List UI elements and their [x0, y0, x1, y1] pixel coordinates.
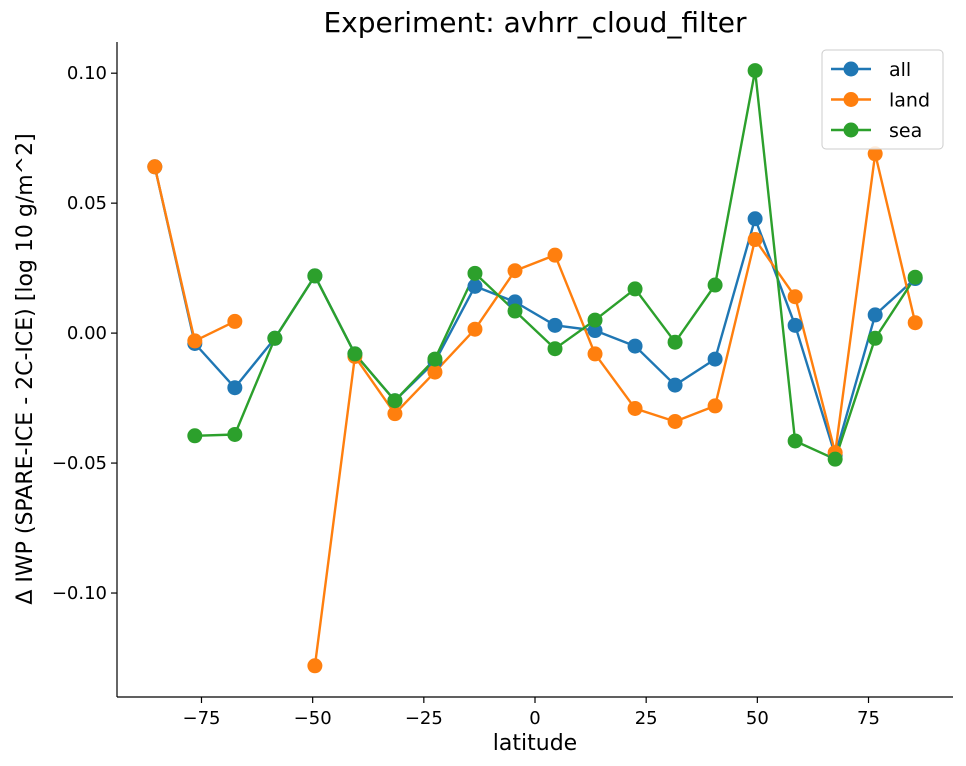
x-tick-label: −50 — [294, 708, 332, 729]
series-line-all — [153, 166, 917, 457]
data-point-land — [787, 289, 803, 305]
series-line-land — [153, 166, 236, 343]
y-tick-label: −0.05 — [52, 453, 107, 474]
x-tick-label: −25 — [405, 708, 443, 729]
x-tick-label: 25 — [635, 708, 658, 729]
data-point-sea — [427, 351, 443, 367]
data-point-land — [907, 315, 923, 331]
data-point-land — [587, 346, 603, 362]
data-point-all — [667, 377, 683, 393]
data-point-all — [867, 307, 883, 323]
data-point-sea — [627, 281, 643, 297]
data-point-sea — [907, 269, 923, 285]
x-axis-label: latitude — [493, 731, 577, 756]
data-point-land — [547, 247, 563, 263]
legend-marker-land — [843, 92, 859, 107]
data-point-land — [227, 313, 243, 329]
data-point-sea — [867, 330, 883, 346]
y-tick-label: −0.10 — [52, 583, 107, 604]
data-point-sea — [467, 265, 483, 281]
x-tick-label: 50 — [746, 708, 769, 729]
legend-label-sea: sea — [889, 120, 922, 142]
data-point-all — [707, 351, 723, 367]
data-point-land — [147, 159, 163, 175]
legend-marker-all — [843, 61, 859, 77]
legend-label-land: land — [889, 90, 930, 112]
data-point-sea — [667, 334, 683, 350]
data-point-sea — [587, 312, 603, 328]
data-point-land — [707, 398, 723, 414]
series-line-sea — [194, 69, 917, 461]
data-point-land — [507, 263, 523, 279]
data-point-all — [627, 338, 643, 354]
data-point-land — [627, 400, 643, 416]
data-point-land — [187, 333, 203, 349]
data-point-sea — [347, 346, 363, 362]
data-point-all — [467, 278, 483, 294]
data-point-all — [787, 317, 803, 333]
data-point-sea — [827, 451, 843, 467]
data-point-land — [427, 364, 443, 380]
data-point-land — [747, 232, 763, 248]
series-lines — [153, 69, 917, 666]
data-point-land — [307, 658, 323, 674]
y-ticks: −0.10 −0.05 0.00 0.05 0.10 — [52, 63, 117, 604]
data-point-sea — [707, 277, 723, 293]
data-point-sea — [787, 433, 803, 449]
data-point-land — [387, 406, 403, 422]
data-point-all — [747, 211, 763, 227]
data-point-all — [587, 323, 603, 339]
x-ticks: −75 −50 −25 0 25 50 75 — [182, 697, 880, 729]
chart-title: Experiment: avhrr_cloud_filter — [323, 6, 747, 39]
y-tick-label: 0.05 — [67, 193, 107, 214]
data-point-sea — [187, 428, 203, 444]
y-axis-label: Δ IWP (SPARE-ICE - 2C-ICE) [log 10 g/m^2… — [13, 133, 38, 604]
data-point-sea — [267, 330, 283, 346]
data-point-sea — [747, 63, 763, 79]
data-point-sea — [507, 303, 523, 319]
data-point-sea — [387, 393, 403, 409]
data-point-all — [227, 380, 243, 396]
legend: all land sea — [821, 49, 944, 150]
x-tick-label: 75 — [857, 708, 880, 729]
series-markers — [147, 63, 923, 674]
y-tick-label: 0.10 — [67, 63, 107, 84]
x-tick-label: −75 — [182, 708, 220, 729]
data-point-sea — [547, 341, 563, 357]
series-line-land — [313, 152, 917, 666]
legend-label-all: all — [889, 59, 911, 81]
data-point-all — [547, 317, 563, 333]
legend-marker-sea — [843, 122, 859, 138]
data-point-land — [467, 321, 483, 337]
y-tick-label: 0.00 — [67, 323, 107, 344]
x-tick-label: 0 — [529, 708, 540, 729]
data-point-sea — [227, 426, 243, 442]
data-point-sea — [307, 268, 323, 284]
data-point-land — [667, 413, 683, 429]
data-point-land — [867, 146, 883, 162]
